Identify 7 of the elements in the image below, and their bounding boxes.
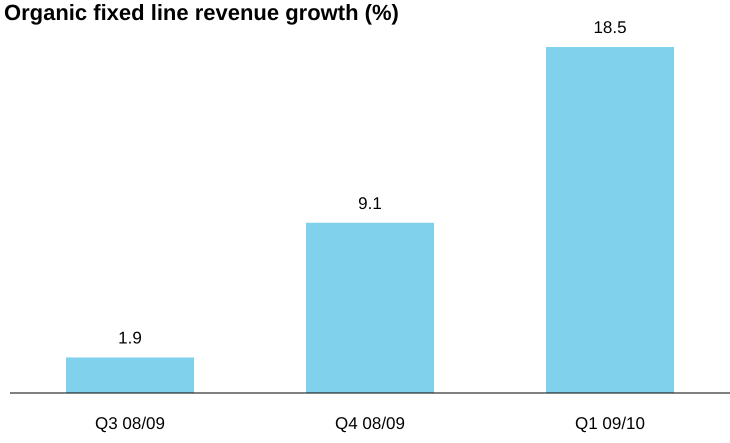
data-label: 1.9: [118, 328, 142, 348]
x-tick-label: Q1 09/10: [575, 414, 645, 434]
data-label: 18.5: [593, 18, 627, 37]
x-tick-label: Q4 08/09: [335, 414, 405, 434]
data-label: 9.1: [358, 194, 382, 213]
chart-title: Organic fixed line revenue growth (%): [4, 0, 399, 26]
x-tick-label: Q3 08/09: [95, 414, 165, 434]
